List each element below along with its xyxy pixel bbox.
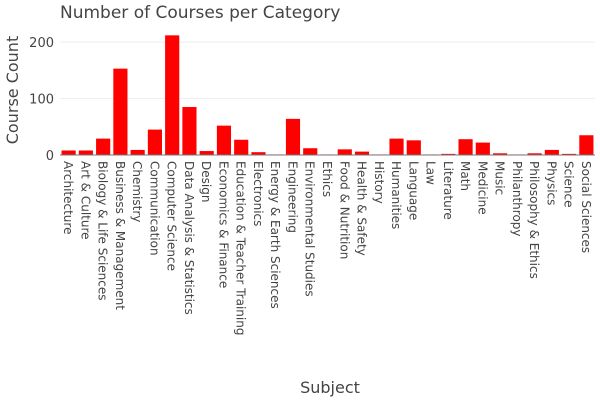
y-tick-label: 0 [46,149,54,164]
x-tick-label: Economics & Finance [216,161,230,288]
bars-layer [61,35,594,155]
bar[interactable] [544,149,559,155]
bar[interactable] [165,35,180,155]
bar[interactable] [579,135,594,155]
x-tick-label: Chemistry [130,161,144,222]
x-tick-label: Philanthropy [510,161,524,237]
bar[interactable] [113,68,128,155]
x-axis-title: Subject [300,378,360,397]
x-tick-label: Food & Nutrition [337,161,351,259]
x-tick-label: Environmental Studies [303,161,317,297]
bar[interactable] [285,118,301,155]
bar[interactable] [389,138,404,155]
x-tick-label: Science [562,161,576,208]
x-tick-label: Data Analysis & Statistics [182,161,196,315]
x-tick-label: Humanities [389,161,403,229]
x-tick-label: Math [458,161,472,191]
bar[interactable] [337,149,352,155]
x-tick-label: Communication [147,161,161,256]
y-axis-title: Course Count [3,36,22,144]
grid-layer [60,41,595,100]
x-tick-label: Business & Management [113,161,127,310]
bar[interactable] [216,125,232,155]
bar[interactable] [199,151,214,155]
bar[interactable] [251,152,266,155]
y-tick-labels: 0 100 200 [29,36,54,164]
y-tick-label: 200 [29,36,54,51]
bar[interactable] [475,142,490,155]
bar[interactable] [562,153,577,155]
y-tick-label: 100 [29,93,54,108]
x-tick-label: Design [199,161,213,202]
x-tick-label: Physics [544,161,558,205]
x-tick-label: History [372,161,386,204]
bar[interactable] [441,153,456,155]
x-tick-label: Health & Safety [355,161,369,256]
x-tick-label: Computer Science [165,161,179,271]
bar[interactable] [147,129,162,155]
x-tick-label: Philosophy & Ethics [527,161,541,279]
x-tick-labels: Architecture Art & Culture Biology & Life … [61,161,593,335]
x-tick-label: Energy & Earth Sciences [268,161,282,309]
x-tick-label: Literature [441,161,455,220]
bar[interactable] [527,153,542,155]
x-tick-label: Electronics [251,161,265,226]
x-tick-label: Architecture [61,161,75,234]
x-tick-label: Language [406,161,420,220]
bar[interactable] [61,150,76,155]
x-tick-label: Art & Culture [78,161,92,240]
bar[interactable] [130,149,145,155]
x-tick-label: Social Sciences [579,161,593,253]
x-tick-label: Medicine [475,161,489,215]
bar[interactable] [182,107,197,155]
x-tick-label: Music [493,161,507,195]
bar[interactable] [78,150,93,155]
bar[interactable] [458,139,473,155]
bar[interactable] [354,151,370,155]
bar[interactable] [303,148,318,155]
bar[interactable] [234,139,249,155]
chart-title: Number of Courses per Category [60,3,340,23]
x-tick-label: Law [424,161,438,185]
bar[interactable] [493,153,508,155]
bar[interactable] [96,138,111,155]
x-tick-label: Ethics [320,161,334,197]
x-tick-label: Biology & Life Sciences [96,161,110,301]
bar[interactable] [406,140,421,155]
x-tick-label: Engineering [285,161,299,233]
x-tick-label: Education & Teacher Training [234,161,248,335]
